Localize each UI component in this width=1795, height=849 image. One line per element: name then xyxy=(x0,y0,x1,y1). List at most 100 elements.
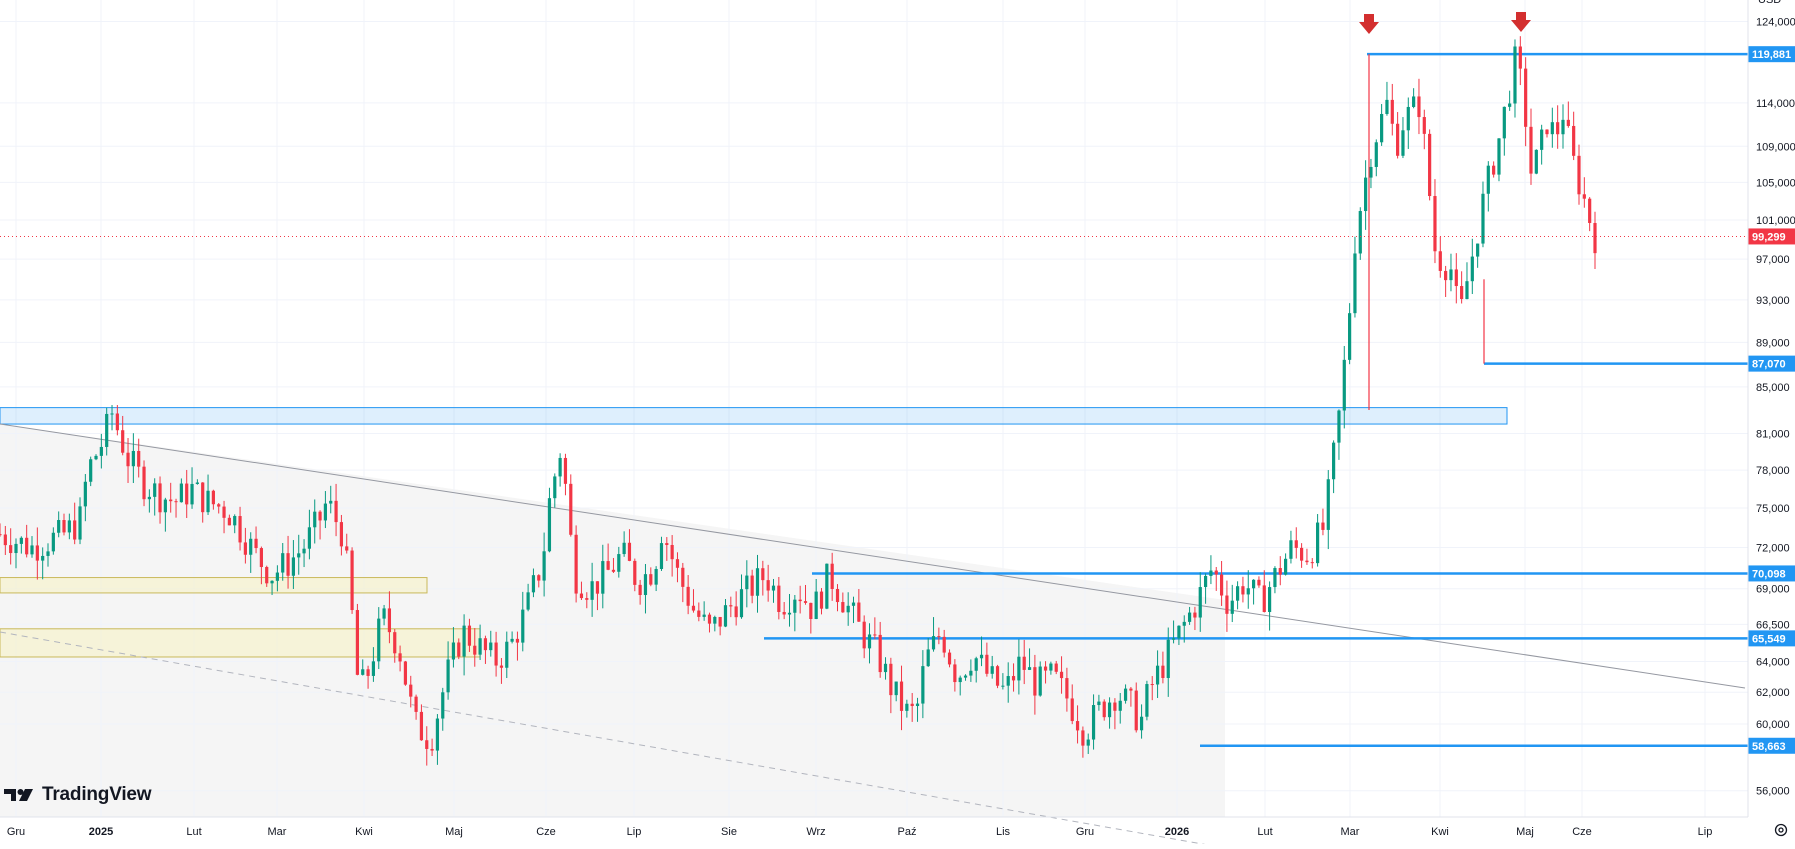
candle-body xyxy=(1353,253,1357,314)
candle-body xyxy=(654,568,658,585)
trendline-resistance xyxy=(0,423,1746,689)
candle-body xyxy=(905,703,909,711)
candle-body xyxy=(915,703,920,707)
candle-body xyxy=(206,490,210,513)
candle-body xyxy=(702,614,706,617)
price-zone xyxy=(0,407,1508,425)
candle-body xyxy=(825,563,829,609)
candle-body xyxy=(1091,705,1096,740)
candle-body xyxy=(62,520,66,533)
candle-body xyxy=(1113,702,1117,711)
candle-body xyxy=(1364,177,1368,212)
candle-body xyxy=(94,455,98,460)
candle-body xyxy=(1187,612,1192,622)
candle-body xyxy=(270,580,274,584)
candle-body xyxy=(1481,193,1485,244)
candle-body xyxy=(67,520,71,533)
candle-body xyxy=(1534,149,1538,174)
candle-body xyxy=(211,490,215,505)
candle-body xyxy=(89,459,93,482)
candle-body xyxy=(1081,730,1085,746)
candle-body xyxy=(899,681,904,711)
tradingview-logo-text: TradingView xyxy=(42,784,152,805)
y-tick-label: 64,000 xyxy=(1756,657,1790,669)
y-tick-label: 56,000 xyxy=(1756,786,1790,798)
candle-body xyxy=(542,551,546,581)
candle-body xyxy=(1289,540,1293,559)
tradingview-logo[interactable]: TradingView xyxy=(4,784,152,806)
candle-body xyxy=(835,588,840,603)
y-tick-label: 105,000 xyxy=(1756,177,1795,189)
candle-body xyxy=(1065,678,1069,699)
candle-body xyxy=(787,612,792,615)
candle-body xyxy=(313,511,317,528)
candle-body xyxy=(979,654,984,659)
candle-body xyxy=(1075,721,1080,731)
candle-body xyxy=(1412,96,1416,107)
candle-body xyxy=(451,642,456,660)
candle-body xyxy=(334,500,338,523)
candle-body xyxy=(1246,588,1250,595)
candle-body xyxy=(185,483,189,505)
y-tick-label: 109,000 xyxy=(1756,141,1795,153)
candle-body xyxy=(1396,123,1400,156)
candle-body xyxy=(286,553,290,576)
candle-body xyxy=(1294,540,1298,548)
candle-body xyxy=(803,601,808,603)
candle-body xyxy=(1337,410,1341,443)
x-tick-label: Mar xyxy=(1341,826,1360,838)
candle-body xyxy=(222,506,226,518)
candle-body xyxy=(537,575,541,581)
candle-body xyxy=(1348,313,1352,360)
x-tick-label: Lip xyxy=(1698,826,1713,838)
x-tick-label: 2025 xyxy=(89,826,113,838)
candle-body xyxy=(329,500,333,504)
candle-body xyxy=(99,446,103,456)
shaded-region xyxy=(0,424,1225,817)
candle-body xyxy=(1107,702,1112,718)
candle-body xyxy=(921,666,925,704)
candle-body xyxy=(1321,522,1325,530)
candle-body xyxy=(793,599,797,613)
settings-gear-icon[interactable] xyxy=(1773,822,1789,838)
candle-body xyxy=(435,718,440,751)
price-zone xyxy=(0,577,428,594)
price-level-tag xyxy=(1748,565,1795,582)
candle-body xyxy=(713,616,717,624)
y-tick-label: 101,000 xyxy=(1756,215,1795,227)
candle-body xyxy=(777,585,781,612)
candle-body xyxy=(419,711,424,741)
candle-body xyxy=(761,568,765,581)
candle-body xyxy=(1369,166,1373,178)
candle-body xyxy=(681,567,685,587)
candle-body xyxy=(291,557,295,576)
candle-body xyxy=(526,592,530,610)
candle-body xyxy=(473,645,477,655)
candle-body xyxy=(483,638,488,651)
candle-body xyxy=(782,611,786,615)
candle-body xyxy=(361,669,365,675)
candle-body xyxy=(0,534,2,536)
candle-body xyxy=(1588,198,1592,223)
x-tick-label: Gru xyxy=(7,826,25,838)
candle-body xyxy=(1518,46,1522,69)
candle-body xyxy=(995,666,1000,686)
candle-body xyxy=(1214,570,1218,575)
price-zone xyxy=(0,628,481,658)
candle-body xyxy=(1492,165,1496,175)
candle-body xyxy=(942,636,946,653)
candle-body xyxy=(430,748,434,751)
y-tick-label: 62,000 xyxy=(1756,687,1790,699)
x-tick-label: Paź xyxy=(898,826,917,838)
candle-body xyxy=(510,638,514,642)
candle-body xyxy=(931,636,936,650)
candle-body xyxy=(857,602,861,622)
candle-body xyxy=(1267,587,1272,612)
candle-body xyxy=(25,537,29,555)
candle-body xyxy=(569,483,573,535)
candle-body xyxy=(553,476,557,499)
candle-body xyxy=(163,499,167,513)
candle-body xyxy=(1155,665,1160,685)
